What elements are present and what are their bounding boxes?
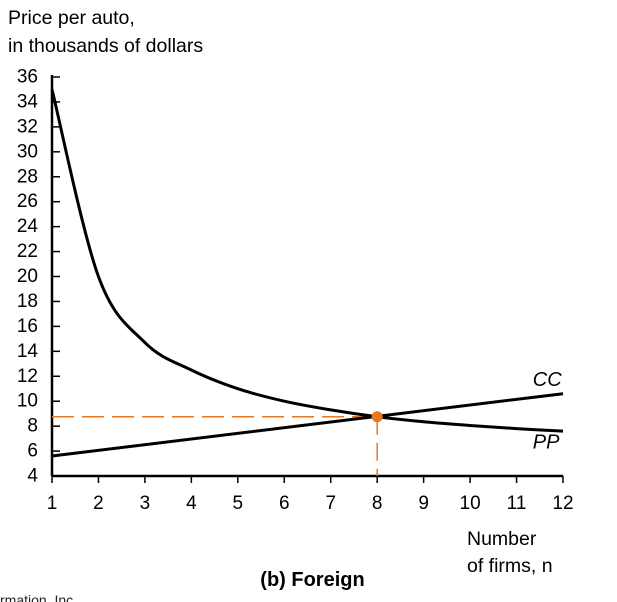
- y-tick-label: 20: [17, 266, 38, 287]
- x-axis-label-line-1: Number: [467, 528, 537, 550]
- pp-curve: [51, 392, 564, 458]
- x-axis-label: Number of firms, n: [467, 526, 553, 580]
- pp-curve-label: PP: [533, 432, 560, 454]
- x-tick-label: 7: [325, 493, 336, 514]
- x-tick-label: 9: [418, 493, 429, 514]
- y-axis-label-line-1: Price per auto,: [8, 7, 135, 29]
- x-tick-label: 8: [372, 493, 383, 514]
- x-tick-label: 11: [507, 493, 527, 514]
- y-tick-label: 18: [17, 291, 38, 312]
- x-tick-label: 2: [93, 493, 104, 514]
- x-axis-ticks: 1 2 3 4 5 6 7 8 9 10 11 12: [47, 476, 574, 514]
- y-axis-label-line-2: in thousands of dollars: [8, 35, 204, 57]
- y-tick-label: 12: [17, 366, 38, 387]
- cutoff-credit-text: rmation, Inc.: [0, 593, 78, 602]
- y-tick-label: 10: [17, 391, 38, 412]
- x-tick-label: 10: [460, 493, 481, 514]
- x-tick-label: 5: [233, 493, 244, 514]
- x-tick-label: 1: [47, 493, 58, 514]
- x-axis-label-line-2: of firms, n: [467, 555, 553, 577]
- y-tick-label: 8: [27, 416, 38, 437]
- y-axis-ticks: 4 6 8 10 12 14 16 18 20 22 24 26 28 30 32 34 36: [17, 67, 60, 487]
- chart-caption: (b) Foreign: [260, 569, 365, 591]
- x-tick-label: 4: [186, 493, 197, 514]
- y-axis-label: Price per auto, in thousands of dollars: [8, 4, 203, 60]
- y-tick-label: 32: [17, 116, 38, 137]
- y-tick-label: 6: [27, 441, 38, 462]
- y-tick-label: 30: [17, 141, 38, 162]
- y-tick-label: 26: [17, 191, 38, 212]
- y-tick-label: 14: [17, 341, 39, 362]
- y-tick-label: 36: [17, 67, 38, 88]
- x-tick-label: 6: [279, 493, 290, 514]
- y-tick-label: 34: [17, 91, 39, 112]
- equilibrium-guides: [52, 416, 378, 476]
- y-tick-label: 24: [17, 216, 39, 237]
- x-tick-label: 12: [552, 493, 573, 514]
- equilibrium-point: [371, 411, 383, 423]
- y-tick-label: 4: [27, 466, 38, 487]
- y-tick-label: 22: [17, 241, 38, 262]
- x-tick-label: 3: [140, 493, 151, 514]
- cc-curve: [50, 89, 564, 433]
- y-tick-label: 16: [17, 316, 38, 337]
- cc-curve-label: CC: [533, 369, 562, 391]
- y-tick-label: 28: [17, 166, 38, 187]
